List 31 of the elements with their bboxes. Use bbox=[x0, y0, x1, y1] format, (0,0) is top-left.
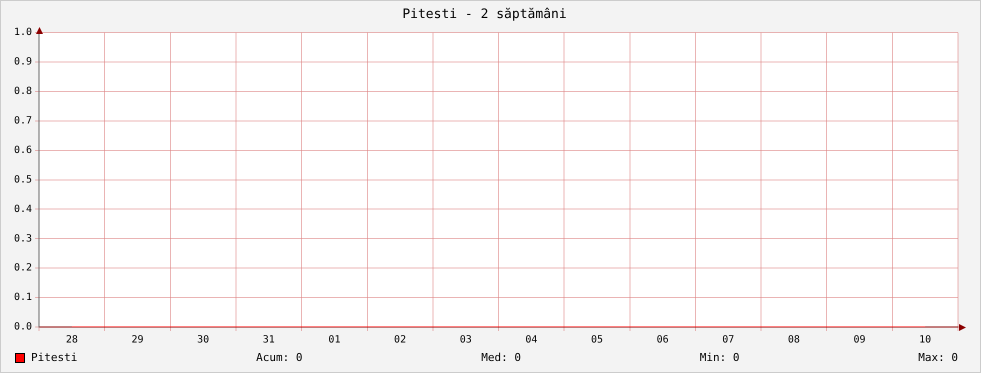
x-tick-label: 06 bbox=[656, 334, 669, 346]
text: Med: 0 bbox=[481, 351, 521, 364]
x-tick-label: 02 bbox=[394, 334, 406, 346]
x-tick-label: 31 bbox=[262, 334, 275, 346]
x-tick-label: 01 bbox=[328, 334, 340, 346]
x-tick-label: 05 bbox=[590, 334, 604, 346]
y-tick-label: 0.8 bbox=[14, 86, 32, 98]
x-tick-label: 10 bbox=[919, 334, 932, 346]
y-tick-label: 0.3 bbox=[14, 233, 32, 244]
x-tick-label: 28 bbox=[66, 334, 78, 346]
text: Min: 0 bbox=[700, 351, 740, 364]
text: Acum: 0 bbox=[256, 351, 302, 364]
x-tick-label: 09 bbox=[854, 334, 866, 346]
y-tick-label: 0.9 bbox=[14, 56, 32, 68]
y-tick-label: 1.0 bbox=[14, 27, 32, 38]
y-tick-label: 0.0 bbox=[14, 322, 32, 333]
legend-label: Pitesti bbox=[31, 351, 78, 364]
y-tick-label: 0.5 bbox=[14, 174, 32, 186]
x-tick-label: 07 bbox=[722, 334, 734, 346]
x-tick-label: 08 bbox=[788, 334, 800, 346]
x-tick-label: 29 bbox=[131, 334, 144, 346]
y-tick-label: 0.7 bbox=[14, 116, 32, 127]
y-tick-label: 0.4 bbox=[14, 204, 32, 215]
text: Max: 0 bbox=[918, 351, 958, 364]
x-tick-label: 04 bbox=[525, 334, 538, 346]
x-tick-label: 30 bbox=[197, 334, 210, 346]
y-tick-label: 0.2 bbox=[14, 262, 32, 274]
x-tick-label: 03 bbox=[460, 334, 472, 346]
y-tick-label: 0.1 bbox=[14, 292, 32, 304]
chart-title: Pitesti - 2 săptămâni bbox=[402, 7, 567, 22]
y-tick-label: 0.6 bbox=[14, 144, 32, 156]
